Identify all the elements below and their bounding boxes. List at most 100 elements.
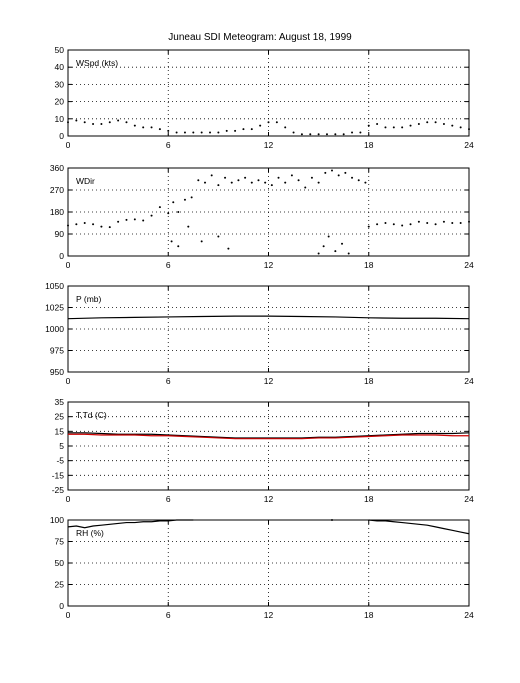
wdir-series-1-point <box>227 247 230 250</box>
wdir-series-1-point <box>170 240 173 243</box>
wdir-series-1-point <box>177 245 180 248</box>
temp-dewpoint-panel-label: T,Td (C) <box>76 410 107 420</box>
wdir-series-0-point <box>230 181 233 184</box>
wdir-ytick-label: 0 <box>59 251 64 261</box>
wdir-series-0-point <box>451 222 454 224</box>
wspd-xtick-label: 18 <box>364 140 374 150</box>
wspd-series-0-point <box>409 124 412 127</box>
temp-dewpoint-ytick-label: -15 <box>52 470 65 480</box>
wspd-series-0-point <box>158 128 161 131</box>
wdir-series-0-point <box>177 211 180 213</box>
wspd-series-0-point <box>225 129 228 132</box>
wdir-series-0-point <box>290 174 293 177</box>
wdir-series-0-point <box>264 181 267 184</box>
wdir-series-0-point <box>337 174 340 177</box>
wdir-series-0-point <box>426 222 429 224</box>
temp-dewpoint-ytick-label: -25 <box>52 485 65 495</box>
wspd-series-0-point <box>459 126 462 129</box>
rh-ytick-label: 75 <box>55 537 65 547</box>
temp-dewpoint-xtick-label: 6 <box>166 494 171 504</box>
wspd-series-0-point <box>209 131 212 134</box>
rh-xtick-label: 12 <box>264 610 274 620</box>
wspd-series-0-point <box>92 122 95 125</box>
wspd-series-0-point <box>442 122 445 125</box>
rh-series-1-line <box>368 519 470 535</box>
wspd-panel: 0 6 12 18 24 0 10 20 30 40 50 WSpd (kts) <box>55 45 474 150</box>
wdir-series-0-point <box>392 223 395 226</box>
wspd-series-0-point <box>351 131 354 134</box>
pressure-panel: 0 6 12 18 24 950 975 1000 1025 1050 P (mb) <box>45 281 474 386</box>
wspd-xtick-label: 6 <box>166 140 171 150</box>
pressure-ytick-label: 950 <box>50 367 64 377</box>
wdir-series-0-point <box>330 169 333 172</box>
temp-dewpoint-ytick-label: -5 <box>56 456 64 466</box>
wdir-panel-label: WDir <box>76 176 95 186</box>
wspd-series-0-point <box>83 121 86 124</box>
wspd-series-0-point <box>275 121 278 124</box>
wspd-ytick-label: 30 <box>55 79 65 89</box>
wspd-series-0-point <box>125 121 128 124</box>
rh-series-2-point <box>330 519 333 521</box>
rh-panel-label: RH (%) <box>76 528 104 538</box>
wspd-series-0-point <box>250 128 253 131</box>
wspd-series-0-point <box>167 129 170 132</box>
wdir-series-0-point <box>237 179 240 182</box>
temp-dewpoint-xtick-label: 18 <box>364 494 374 504</box>
wspd-series-0-point <box>75 119 78 122</box>
wspd-series-0-point <box>384 126 387 129</box>
rh-ytick-label: 50 <box>55 558 65 568</box>
wdir-series-0-point <box>257 179 260 182</box>
wspd-series-0-point <box>67 121 69 124</box>
wdir-series-1-point <box>322 245 325 248</box>
wspd-ytick-label: 40 <box>55 62 65 72</box>
wdir-series-0-point <box>108 226 111 229</box>
wspd-ytick-label: 50 <box>55 45 65 55</box>
pressure-ytick-label: 1050 <box>45 281 64 291</box>
wspd-series-0-point <box>234 129 237 132</box>
wdir-series-1-point <box>187 225 190 228</box>
pressure-ytick-label: 1000 <box>45 324 64 334</box>
wspd-series-0-point <box>325 133 328 136</box>
wspd-xtick-label: 12 <box>264 140 274 150</box>
wdir-xtick-label: 12 <box>264 260 274 270</box>
wspd-series-0-point <box>451 124 454 127</box>
rh-xtick-label: 18 <box>364 610 374 620</box>
wspd-ytick-label: 10 <box>55 114 65 124</box>
temp-dewpoint-xtick-label: 12 <box>264 494 274 504</box>
wdir-series-0-point <box>442 220 445 223</box>
wspd-series-0-point <box>192 131 195 134</box>
wdir-series-0-point <box>244 176 247 179</box>
temp-dewpoint-ytick-label: 5 <box>59 441 64 451</box>
wspd-series-0-point <box>434 121 437 124</box>
wspd-series-0-point <box>367 124 370 127</box>
wdir-series-0-point <box>142 219 145 222</box>
wspd-series-0-point <box>342 133 345 136</box>
rh-ytick-label: 25 <box>55 580 65 590</box>
wspd-series-0-point <box>284 126 287 129</box>
temp-dewpoint-xtick-label: 0 <box>66 494 71 504</box>
temp-dewpoint-series-1-line <box>68 433 469 440</box>
wdir-series-1-point <box>217 235 220 238</box>
wspd-series-0-point <box>217 131 220 134</box>
wdir-series-1-point <box>347 252 350 255</box>
wdir-series-0-point <box>117 220 120 223</box>
pressure-xtick-label: 0 <box>66 376 71 386</box>
wdir-series-0-point <box>284 181 287 184</box>
wspd-panel-label: WSpd (kts) <box>76 58 118 68</box>
wspd-series-0-point <box>267 121 270 124</box>
wspd-series-0-point <box>175 131 178 134</box>
wdir-series-0-point <box>150 214 153 217</box>
pressure-ytick-label: 1025 <box>45 303 64 313</box>
wspd-series-0-point <box>300 133 303 136</box>
wspd-ytick-label: 20 <box>55 97 65 107</box>
wdir-series-0-point <box>468 220 470 223</box>
wdir-series-0-point <box>304 186 307 189</box>
wdir-ytick-label: 270 <box>50 185 64 195</box>
wdir-series-1-point <box>317 252 320 255</box>
wspd-ytick-label: 0 <box>59 131 64 141</box>
wdir-series-0-point <box>224 176 227 179</box>
wdir-series-0-point <box>158 206 161 209</box>
pressure-panel-label: P (mb) <box>76 294 102 304</box>
wspd-series-0-point <box>359 131 362 134</box>
wdir-xtick-label: 24 <box>464 260 474 270</box>
